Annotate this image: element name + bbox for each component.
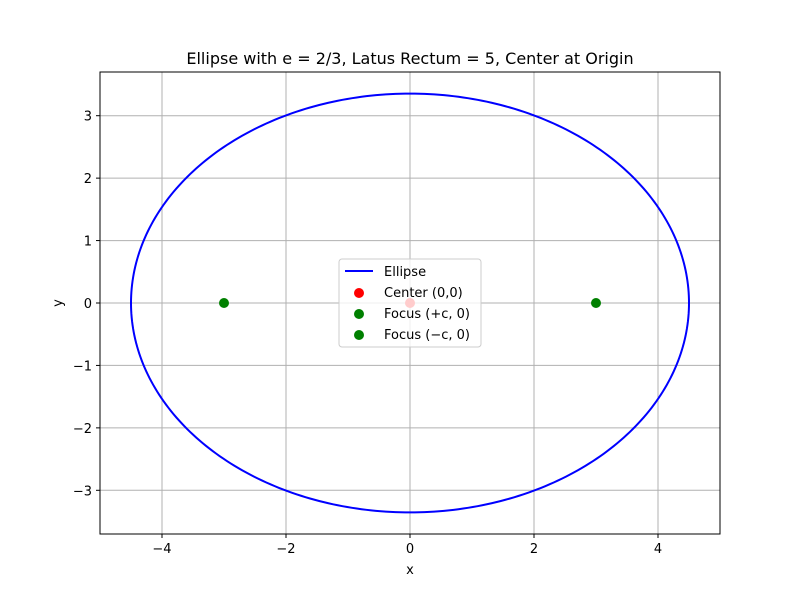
legend-center-swatch	[354, 288, 364, 298]
y-tick-label: 1	[84, 235, 92, 250]
legend-focus-minus-label: Focus (−c, 0)	[384, 328, 470, 343]
x-tick-label: 2	[530, 542, 538, 557]
ellipse-curve	[129, 92, 691, 514]
y-tick-label: 2	[84, 172, 92, 187]
x-tick-label: 4	[654, 542, 662, 557]
x-tick-label: −2	[276, 542, 295, 557]
legend: Ellipse Center (0,0) Focus (+c, 0) Focus…	[338, 258, 482, 348]
x-axis-label: x	[406, 563, 414, 578]
y-tick-label: −2	[73, 422, 92, 437]
y-tick-label: −3	[73, 484, 92, 499]
legend-box	[338, 258, 482, 348]
x-tick-label: −4	[152, 542, 171, 557]
x-tick-label: 0	[406, 542, 414, 557]
legend-ellipse-label: Ellipse	[384, 265, 426, 280]
focus-plus-point	[591, 298, 601, 308]
legend-focus-plus-swatch	[354, 309, 364, 319]
y-axis-ticks: −3 −2 −1 0 1 2 3	[73, 110, 100, 499]
legend-center-label: Center (0,0)	[384, 286, 463, 301]
y-tick-label: −1	[73, 359, 92, 374]
y-axis-label: y	[51, 299, 66, 307]
focus-minus-point	[219, 298, 229, 308]
y-tick-label: 0	[84, 297, 92, 312]
legend-focus-plus-label: Focus (+c, 0)	[384, 307, 470, 322]
chart-title: Ellipse with e = 2/3, Latus Rectum = 5, …	[186, 49, 633, 68]
x-axis-ticks: −4 −2 0 2 4	[152, 534, 662, 557]
y-tick-label: 3	[84, 110, 92, 125]
legend-focus-minus-swatch	[354, 330, 364, 340]
